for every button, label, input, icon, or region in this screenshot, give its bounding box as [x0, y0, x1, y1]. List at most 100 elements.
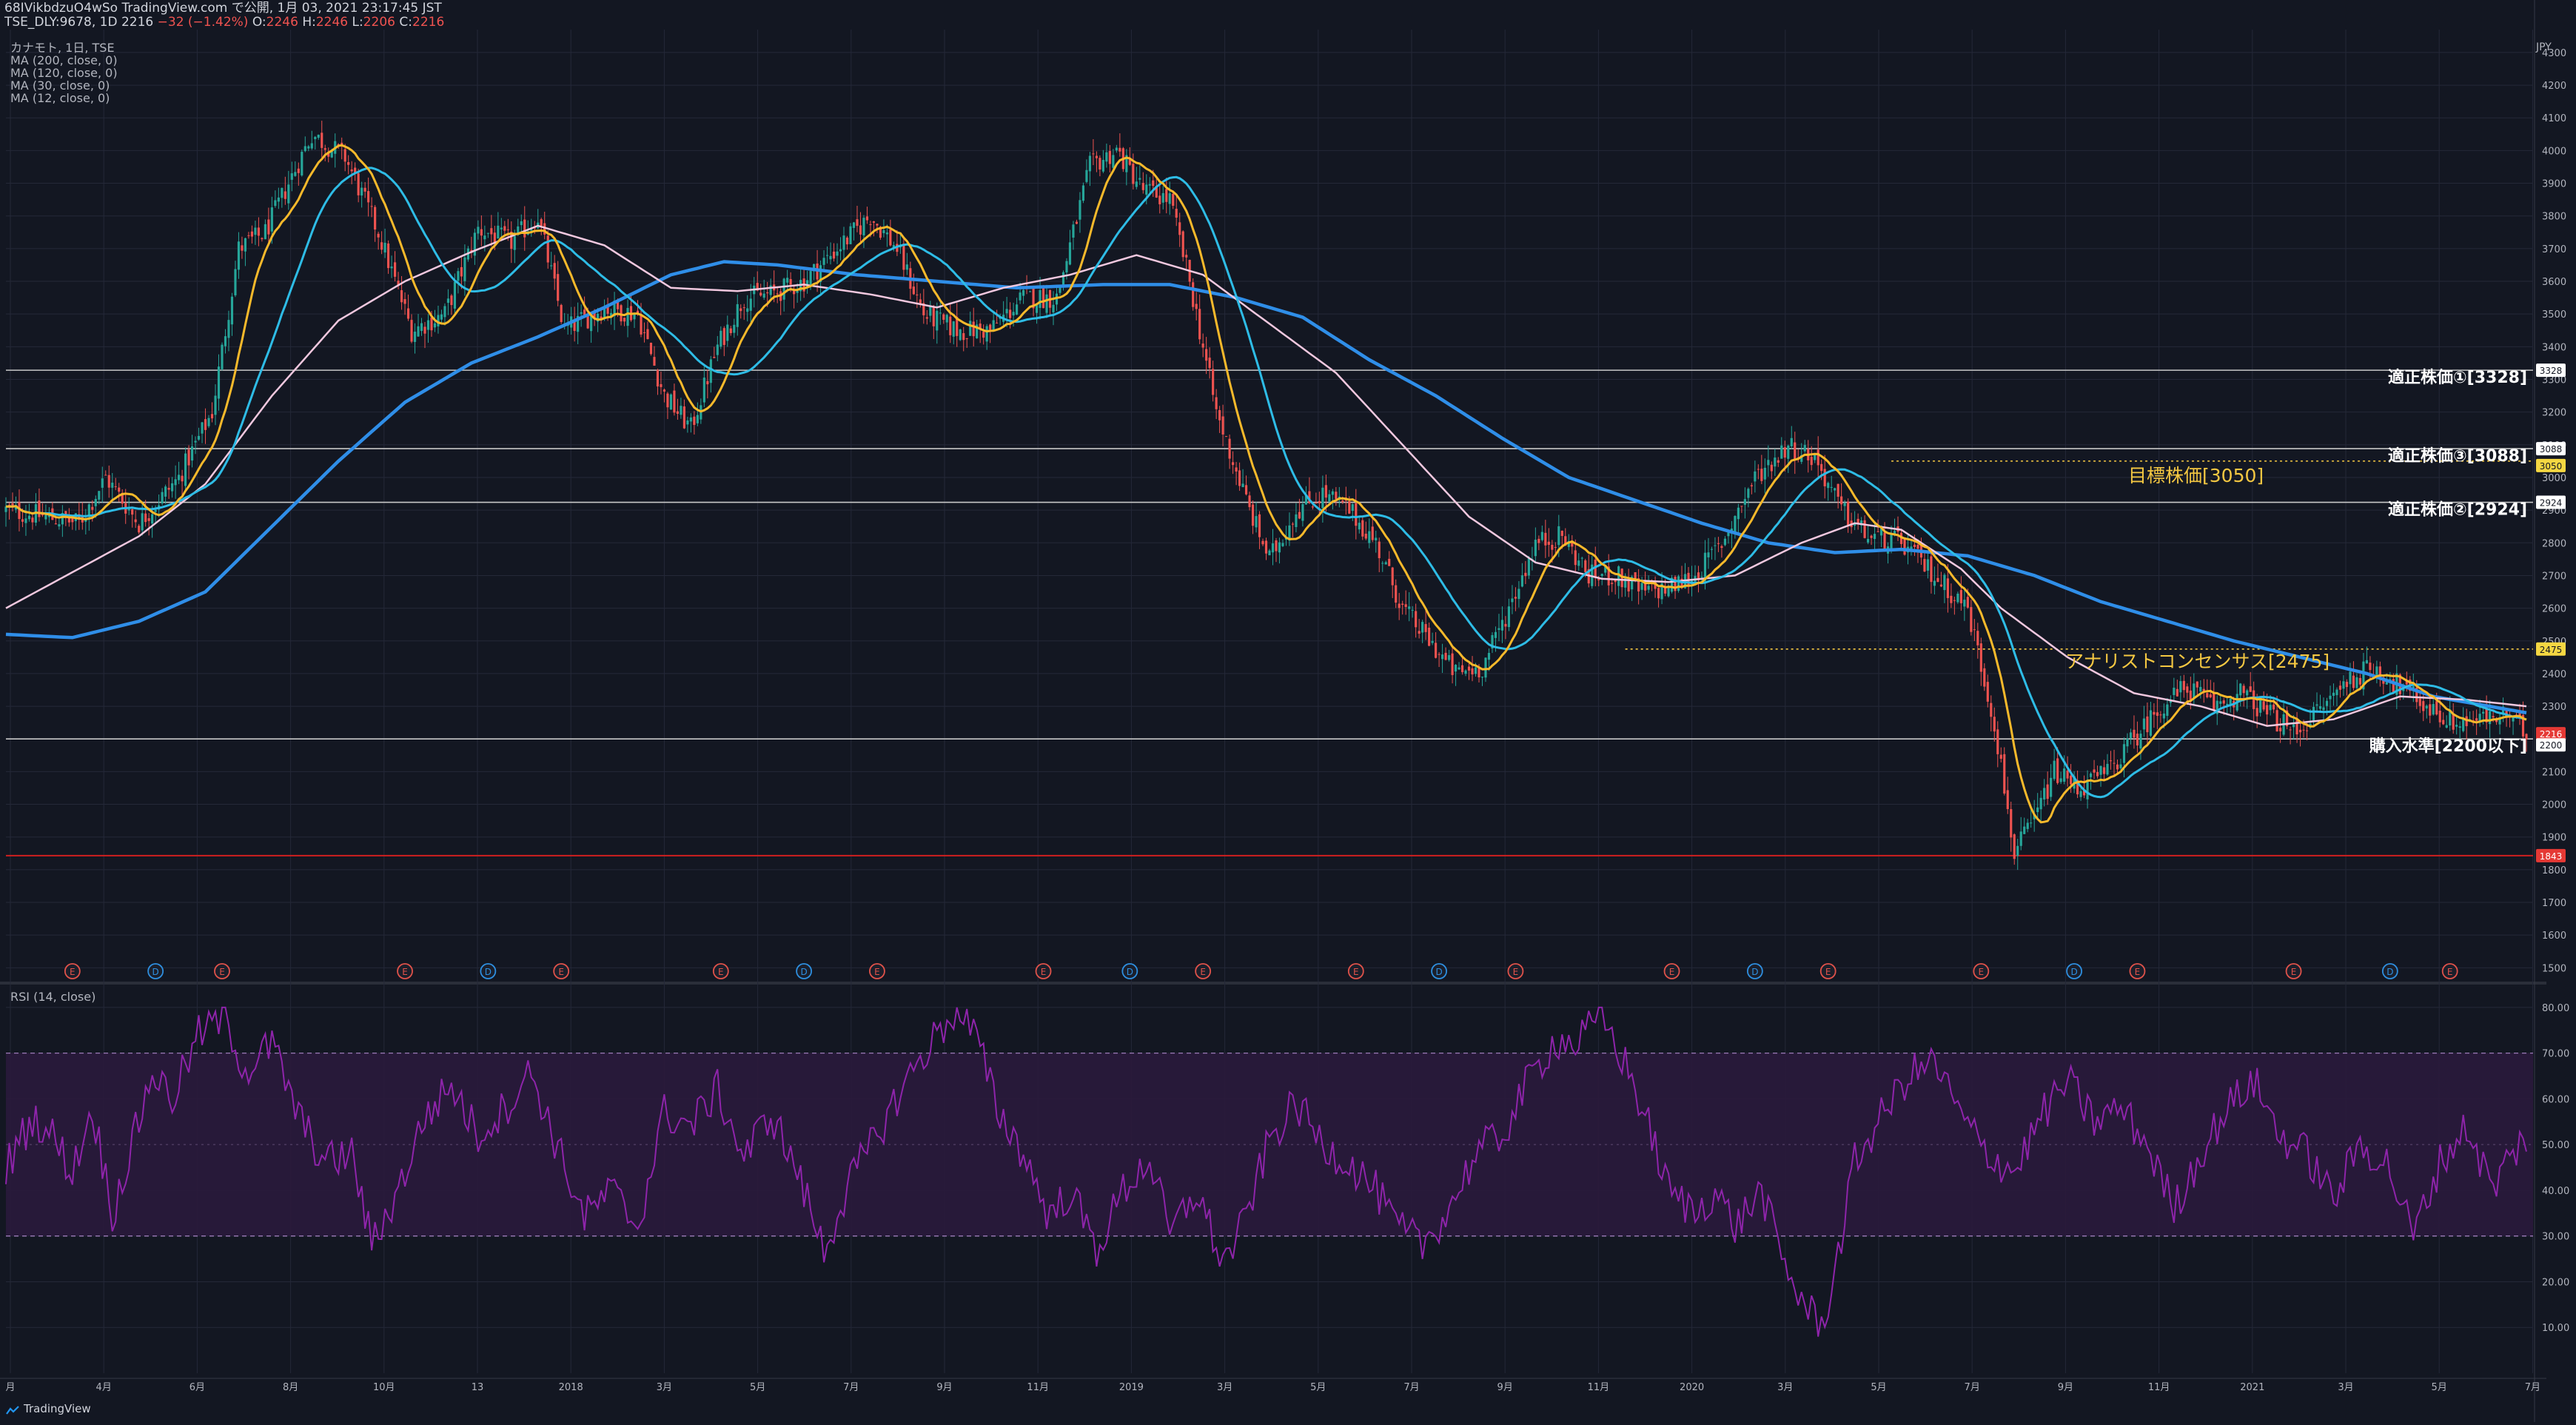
indicator-ma200[interactable]: MA (200, close, 0) [10, 53, 118, 67]
candle-body [962, 333, 965, 341]
candle-body [500, 227, 503, 229]
indicator-ma120[interactable]: MA (120, close, 0) [10, 66, 118, 80]
candle-body [660, 383, 663, 387]
candle-body [2176, 688, 2178, 697]
candle-body [2273, 704, 2275, 710]
price-tick-label: 3600 [2542, 277, 2566, 288]
candle-body [809, 271, 812, 285]
candle-body [2149, 710, 2152, 736]
candle-body [1081, 185, 1085, 201]
candle-body [1032, 288, 1035, 309]
candle-body [2452, 713, 2455, 730]
candle-body [1261, 540, 1264, 545]
candle-body [1321, 487, 1324, 509]
candle-body [2338, 685, 2342, 690]
candle-body [1088, 155, 1091, 172]
candle-body [1663, 587, 1667, 594]
price-axis-badge [2536, 495, 2566, 509]
price-tick-label: 3300 [2542, 375, 2566, 386]
candle-body [486, 232, 489, 234]
candle-body [2059, 778, 2062, 782]
candle-body [1431, 640, 1434, 643]
earnings-marker [2441, 963, 2458, 979]
candle-body [682, 406, 685, 429]
candle-body [1225, 436, 1228, 437]
candle-body [141, 513, 144, 531]
candle-body [201, 422, 204, 434]
candle-body [1059, 286, 1061, 293]
price-tick-label: 1600 [2542, 931, 2566, 942]
candle-body [1404, 604, 1407, 607]
candle-body [1803, 445, 1806, 452]
candle-body [98, 491, 101, 500]
candle-body [989, 324, 992, 330]
annotations: 適正株価①[3328] 適正株価③[3088] 適正株価②[2924] 購入水準[22… [2065, 368, 2527, 756]
candle-body [1800, 455, 1803, 462]
candle-body [919, 299, 922, 305]
earnings-marker [1663, 963, 1680, 979]
candle-body [2512, 717, 2515, 722]
candle-body [1774, 457, 1777, 467]
indicator-ma12[interactable]: MA (12, close, 0) [10, 91, 110, 105]
rsi-indicator-label[interactable]: RSI (14, close) [10, 990, 96, 1004]
candle-body [976, 324, 979, 338]
candle-body [1834, 488, 1837, 491]
candle-body [756, 283, 759, 291]
candle-body [1318, 500, 1321, 503]
price-axis-badge [2536, 738, 2566, 752]
earnings-marker [397, 963, 413, 979]
candle-body [992, 320, 995, 332]
candle-body [1298, 512, 1301, 519]
candle-body [956, 317, 959, 336]
candle-body [323, 148, 326, 150]
candle-body [493, 232, 496, 244]
candle-body [2392, 679, 2395, 693]
candle-body [1500, 620, 1504, 631]
candle-body [450, 295, 453, 306]
earnings-marker [869, 963, 885, 979]
candle-body [2076, 779, 2079, 795]
candle-body [2162, 713, 2165, 719]
candle-body [194, 440, 197, 443]
candle-body [2355, 677, 2358, 688]
candle-body [1497, 628, 1500, 630]
candle-body [932, 307, 935, 326]
candle-body [197, 435, 201, 440]
candle-body [1005, 309, 1008, 314]
candle-body [2179, 681, 2182, 693]
candle-body [636, 310, 640, 314]
price-tick-label: 1500 [2542, 963, 2566, 974]
candle-body [1783, 447, 1786, 458]
candle-body [1893, 531, 1896, 535]
candle-body [1916, 544, 1919, 549]
price-tick-label: 3900 [2542, 179, 2566, 190]
candle-body [1205, 349, 1208, 361]
time-tick-label: 2019 [1119, 1382, 1144, 1393]
price-tick-label: 1800 [2542, 865, 2566, 876]
candle-body [440, 314, 443, 320]
time-tick-label: 9月 [2058, 1382, 2073, 1393]
candle-body [603, 307, 606, 319]
candle-body [2239, 683, 2242, 696]
candle-body [281, 187, 284, 198]
candle-body [477, 227, 480, 234]
tradingview-logo[interactable]: TradingView [6, 1402, 91, 1415]
candle-body [363, 187, 366, 192]
indicator-symbol[interactable]: カナモト, 1日, TSE [10, 41, 115, 55]
candle-body [1052, 304, 1055, 312]
candle-body [1424, 624, 1427, 632]
candle-body [490, 228, 493, 235]
price-axis-badge-label: 3328 [2540, 366, 2563, 376]
indicator-ma30[interactable]: MA (30, close, 0) [10, 78, 110, 93]
candle-body [1291, 523, 1295, 525]
candle-body [101, 478, 104, 488]
candle-body [2465, 716, 2468, 726]
earnings-marker [1973, 963, 1990, 979]
candle-body [1348, 500, 1351, 514]
candle-body [1022, 289, 1025, 296]
candle-body [1268, 550, 1271, 556]
candle-body [879, 227, 882, 238]
candle-body [1371, 526, 1374, 540]
